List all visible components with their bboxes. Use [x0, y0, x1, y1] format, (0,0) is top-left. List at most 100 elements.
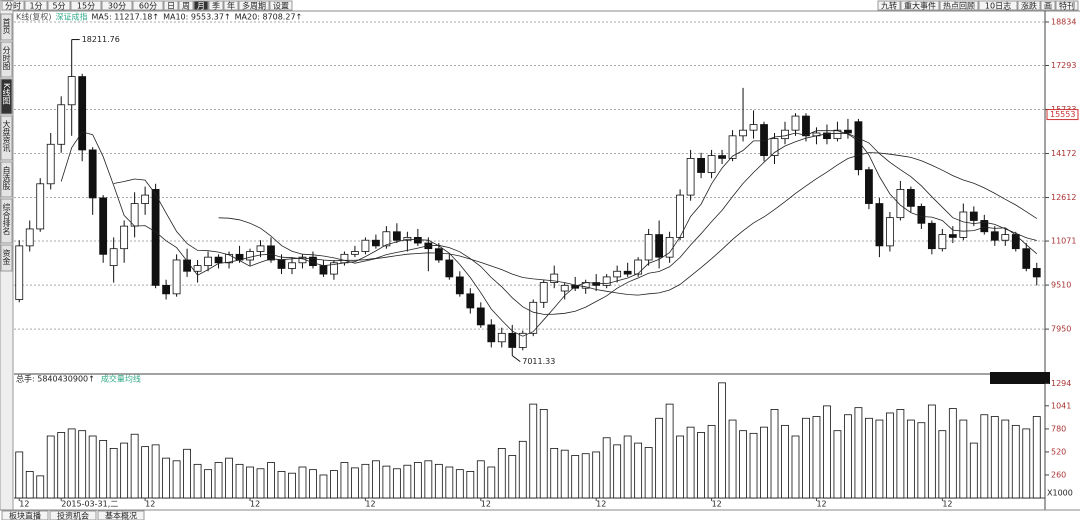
- toolbar-button[interactable]: [163, 0, 179, 11]
- bottom-tab[interactable]: [1, 510, 49, 520]
- volume-bar: [67, 428, 76, 499]
- toolbar-label[interactable]: 月: [197, 2, 205, 11]
- candle-body: [361, 239, 370, 252]
- side-tab-label[interactable]: 综合排名: [2, 202, 11, 236]
- volume-bar: [424, 460, 433, 499]
- volume-bar: [865, 417, 873, 499]
- candle-body: [246, 251, 254, 261]
- volume-bar: [896, 409, 905, 499]
- toolbar-label[interactable]: 重大事件: [904, 1, 936, 11]
- bottom-tab-label[interactable]: 板块直播: [9, 511, 41, 520]
- side-tab[interactable]: [0, 13, 13, 41]
- candle-body: [634, 259, 643, 275]
- candle-body: [959, 211, 968, 238]
- volume-bar: [225, 457, 233, 499]
- toolbar-label[interactable]: 热点回顾: [943, 1, 975, 11]
- volume-bar: [466, 471, 475, 499]
- toolbar-label[interactable]: 特刊: [1059, 1, 1075, 11]
- legend-entry: MA5: 11217.18↑: [92, 13, 160, 22]
- toolbar-label[interactable]: 季: [212, 1, 220, 11]
- toolbar-label[interactable]: 1分: [29, 2, 42, 11]
- side-tab[interactable]: [0, 244, 13, 272]
- x-tick-label: 12: [19, 500, 29, 509]
- candle-body: [550, 273, 559, 283]
- candle-body: [330, 262, 338, 275]
- side-tab-label[interactable]: 首页: [2, 17, 11, 35]
- candle-body: [67, 76, 76, 106]
- toolbar-label[interactable]: 60分: [139, 2, 157, 11]
- side-tab-label[interactable]: 大盘资讯: [2, 119, 11, 153]
- toolbar-button[interactable]: [193, 0, 209, 11]
- volume-indicator-box[interactable]: [990, 372, 1050, 384]
- side-tab[interactable]: [0, 78, 13, 115]
- volume-bar: [1032, 416, 1041, 499]
- side-tab-label[interactable]: 分时图: [2, 46, 11, 71]
- toolbar-label[interactable]: 多周期: [242, 1, 266, 11]
- bottom-tab[interactable]: [49, 510, 97, 520]
- toolbar-button[interactable]: [132, 0, 164, 11]
- side-tab[interactable]: [0, 115, 13, 161]
- side-tab[interactable]: [0, 198, 13, 244]
- toolbar-label[interactable]: 日: [167, 2, 175, 11]
- toolbar-label[interactable]: 5分: [52, 2, 65, 11]
- toolbar-button[interactable]: [939, 0, 979, 11]
- toolbar-button[interactable]: [24, 0, 48, 11]
- toolbar-button[interactable]: [269, 0, 293, 11]
- side-tab-label[interactable]: K线图: [2, 83, 11, 105]
- candle-body: [267, 245, 275, 261]
- candle-body: [371, 239, 380, 247]
- candle-body: [560, 284, 569, 292]
- volume-bar: [623, 435, 632, 499]
- toolbar-button[interactable]: [223, 0, 239, 11]
- toolbar-label[interactable]: 30分: [108, 2, 126, 11]
- side-tab[interactable]: [0, 161, 13, 198]
- toolbar-button[interactable]: [1, 0, 25, 11]
- y-tick-label: 780: [1051, 424, 1066, 433]
- toolbar-button[interactable]: [1017, 0, 1041, 11]
- volume-bar: [812, 416, 821, 499]
- toolbar-button[interactable]: [70, 0, 102, 11]
- toolbar-button[interactable]: [978, 0, 1018, 11]
- toolbar-label[interactable]: 画: [1044, 2, 1052, 11]
- toolbar-label[interactable]: 分时: [5, 1, 21, 11]
- toolbar-label[interactable]: 周: [182, 2, 190, 11]
- toolbar-button[interactable]: [101, 0, 133, 11]
- toolbar-label[interactable]: 设置: [273, 1, 289, 11]
- volume-bar: [497, 447, 506, 499]
- candle-body: [844, 129, 852, 134]
- side-tab[interactable]: [0, 41, 13, 78]
- volume-bar: [833, 430, 842, 499]
- candle-body: [392, 231, 401, 241]
- volume-bar: [739, 430, 747, 499]
- side-tab-label[interactable]: 自选股: [2, 165, 11, 191]
- toolbar-button[interactable]: [208, 0, 224, 11]
- toolbar-button[interactable]: [877, 0, 901, 11]
- toolbar-label[interactable]: 10日志: [985, 1, 1011, 11]
- y-tick-label: 520: [1051, 447, 1066, 456]
- ma-line: [113, 132, 1037, 315]
- volume-bar: [57, 432, 66, 499]
- volume-bar: [487, 466, 496, 499]
- candle-body: [1022, 248, 1031, 269]
- candle-body: [508, 332, 517, 348]
- candle-body: [434, 248, 443, 261]
- candle-body: [99, 197, 108, 255]
- side-tab-label[interactable]: 资金: [2, 248, 11, 265]
- bottom-tab-label[interactable]: 投资机会: [57, 511, 89, 520]
- toolbar-button[interactable]: [178, 0, 194, 11]
- toolbar-label[interactable]: 九转: [881, 1, 897, 11]
- toolbar-button[interactable]: [1055, 0, 1079, 11]
- bottom-tab[interactable]: [97, 510, 145, 520]
- toolbar-label[interactable]: 年: [227, 1, 235, 11]
- toolbar-button[interactable]: [47, 0, 71, 11]
- volume-bar: [518, 440, 527, 499]
- toolbar-button[interactable]: [1040, 0, 1056, 11]
- toolbar-label[interactable]: 15分: [77, 2, 95, 11]
- x-tick-label: 12: [712, 500, 722, 509]
- toolbar-button[interactable]: [238, 0, 270, 11]
- candle-body: [193, 265, 202, 272]
- toolbar-label[interactable]: 涨跌: [1021, 1, 1037, 11]
- bottom-tab-label[interactable]: 基本概况: [105, 511, 137, 520]
- candle-body: [120, 225, 129, 250]
- toolbar-button[interactable]: [900, 0, 940, 11]
